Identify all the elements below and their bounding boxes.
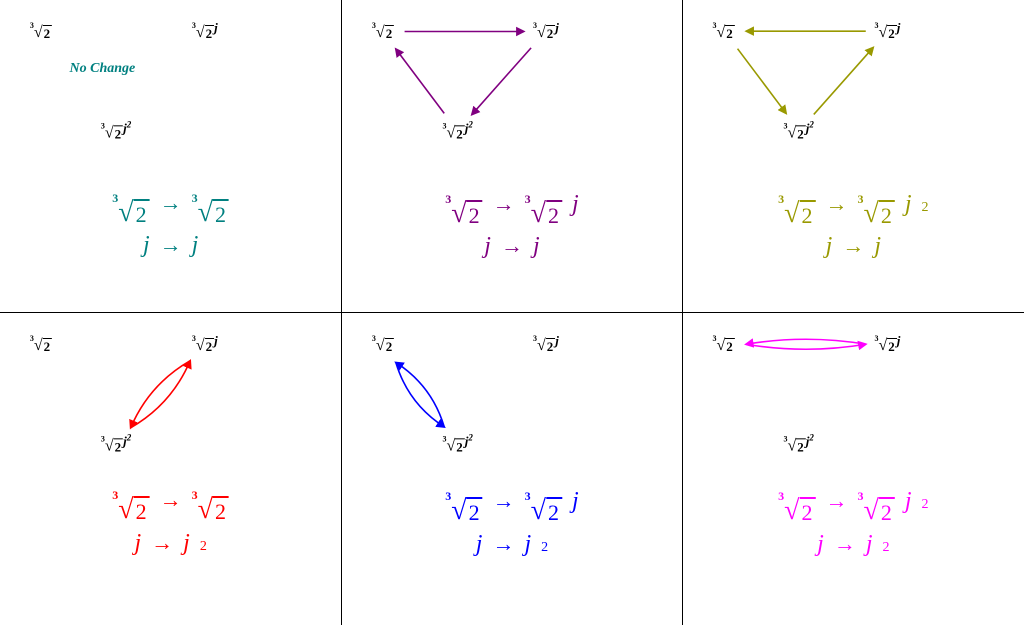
automorphism-mapping: 3√2→3√2j→j [112, 187, 229, 263]
automorphism-cell-sigma2: 3√2 3√2j 3√2j2 3√2→3√2j2j→j [683, 0, 1024, 313]
root-node-bot: 3√2j2 [442, 432, 472, 455]
permutation-arrow [746, 344, 866, 349]
permutation-arrow [813, 48, 872, 115]
arrow-layer [342, 313, 681, 625]
root-node-tr: 3√2j [875, 333, 901, 355]
permutation-arrow [131, 360, 191, 427]
root-node-tr: 3√2j [533, 20, 559, 42]
automorphism-mapping: 3√2→3√2jj→j [445, 187, 578, 264]
arrow-layer [0, 0, 341, 312]
root-node-bot: 3√2j2 [101, 119, 131, 142]
automorphism-cell-sigma2-tau: 3√2 3√2j 3√2j2 3√2→3√2j2j→j2 [683, 313, 1024, 625]
galois-automorphism-grid: 3√23√2j3√2j2No Change3√2→3√2j→j3√23√2j3√… [0, 0, 1024, 625]
automorphism-mapping: 3√2→3√2jj→j2 [445, 484, 578, 561]
automorphism-mapping: 3√2→3√2j2j→j [778, 187, 928, 264]
automorphism-mapping: 3√2→3√2j→j2 [112, 484, 229, 560]
identity-label: No Change [70, 61, 136, 77]
root-node-bot: 3√2j2 [442, 119, 472, 142]
root-node-tr: 3√2j [875, 20, 901, 42]
permutation-arrow [131, 360, 191, 427]
automorphism-cell-tau: 3√2 3√2j 3√2j2 3√2→3√2j→j2 [0, 313, 341, 625]
permutation-arrow [737, 49, 786, 114]
root-node-tl: 3√2 [372, 20, 394, 42]
arrow-layer [342, 0, 681, 312]
permutation-arrow [396, 362, 444, 426]
root-node-tr: 3√2j [192, 20, 218, 42]
root-node-tl: 3√2 [712, 333, 734, 355]
root-node-tl: 3√2 [372, 333, 394, 355]
root-node-tr: 3√2j [192, 333, 218, 355]
arrow-layer [683, 313, 1024, 625]
root-node-tr: 3√2j [533, 333, 559, 355]
root-node-tl: 3√2 [712, 20, 734, 42]
arrow-layer [0, 313, 341, 625]
permutation-arrow [746, 339, 866, 344]
automorphism-cell-sigma-tau: 3√2 3√2j 3√2j2 3√2→3√2jj→j2 [341, 313, 682, 625]
root-node-bot: 3√2j2 [784, 432, 814, 455]
root-node-bot: 3√2j2 [784, 119, 814, 142]
automorphism-mapping: 3√2→3√2j2j→j2 [778, 484, 928, 561]
permutation-arrow [472, 48, 531, 115]
automorphism-cell-sigma: 3√2 3√2j 3√2j2 3√2→3√2jj→j [341, 0, 682, 313]
permutation-arrow [396, 362, 444, 426]
root-node-bot: 3√2j2 [101, 432, 131, 455]
automorphism-cell-identity: 3√2 3√2j 3√2j2 No Change 3√2→3√2j→j [0, 0, 341, 313]
arrow-layer [683, 0, 1024, 312]
root-node-tl: 3√2 [30, 333, 52, 355]
permutation-arrow [396, 49, 444, 113]
root-node-tl: 3√2 [30, 20, 52, 42]
